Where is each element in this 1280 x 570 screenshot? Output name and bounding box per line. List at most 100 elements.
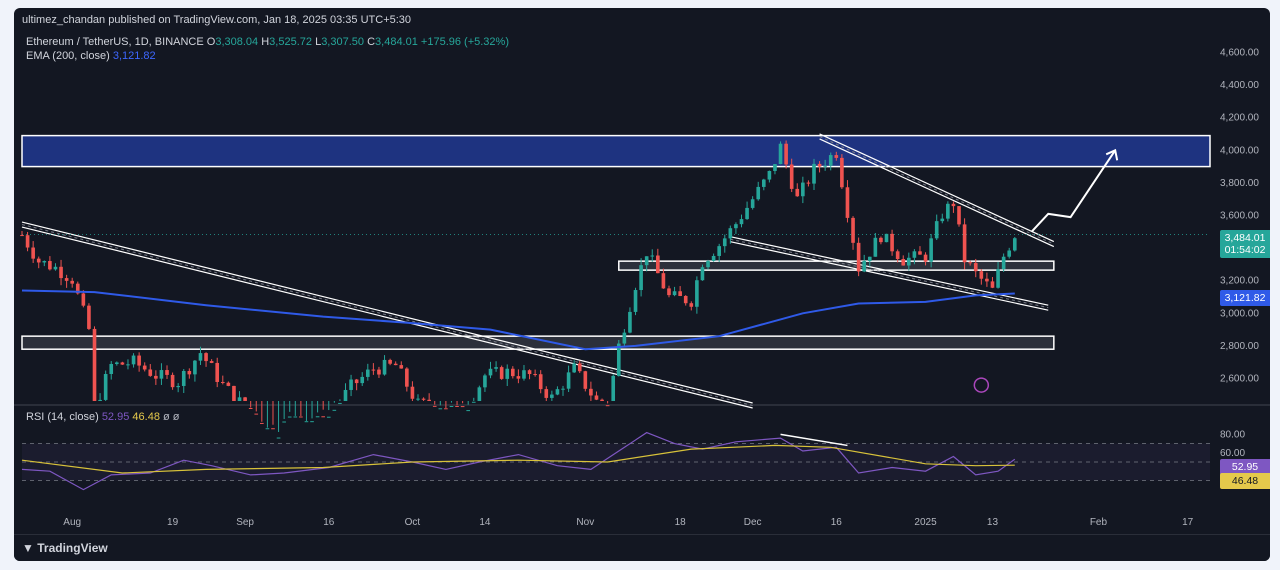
- candle-body: [683, 295, 688, 304]
- candle-body: [784, 143, 788, 165]
- last-price-value: 3,484.01: [1224, 232, 1266, 244]
- ema-legend[interactable]: EMA (200, close) 3,121.82: [26, 50, 156, 62]
- support-zone: [21, 335, 1055, 350]
- candle-body: [92, 328, 97, 401]
- candle-body: [628, 311, 632, 333]
- open-value: 3,308.04: [215, 36, 259, 48]
- candle-body: [237, 397, 242, 401]
- time-tick-label: 18: [675, 517, 687, 528]
- candle-body: [187, 370, 192, 375]
- rsi-value: 52.95: [101, 411, 130, 423]
- candle-body: [360, 376, 365, 384]
- candle-body: [834, 155, 839, 158]
- candle-body: [929, 238, 933, 262]
- candle-body: [137, 355, 141, 366]
- candle-body: [806, 182, 811, 184]
- chart-canvas[interactable]: 2,600.002,800.003,000.003,200.003,400.00…: [14, 8, 1270, 561]
- open-label: O: [206, 36, 216, 48]
- candle-body: [75, 283, 80, 294]
- trendline-upper-mid: [819, 136, 1055, 245]
- candle-body: [282, 421, 286, 423]
- candle-body: [371, 369, 376, 371]
- event-lightning-icon: [973, 377, 990, 393]
- rsi-legend[interactable]: RSI (14, close) 52.95 46.48 ø ø: [26, 411, 180, 423]
- candle-body: [801, 182, 805, 197]
- trendline-long-mid: [21, 224, 753, 406]
- candle-body: [36, 258, 41, 263]
- candle-body: [477, 387, 482, 401]
- candle-body: [940, 218, 945, 222]
- time-tick-label: Aug: [63, 517, 81, 528]
- candle-body: [633, 290, 638, 312]
- candle-body: [466, 410, 471, 412]
- candle-body: [293, 416, 298, 418]
- time-tick-label: 16: [831, 517, 843, 528]
- candle-body: [516, 376, 521, 379]
- close-value: 3,484.01: [375, 36, 418, 48]
- candle-body: [427, 399, 431, 401]
- ema-value: 3,121.82: [112, 50, 156, 62]
- ema-price-badge: 3,121.82: [1220, 290, 1270, 306]
- candle-body: [1012, 238, 1017, 251]
- chart-frame: 2,600.002,800.003,000.003,200.003,400.00…: [14, 8, 1270, 561]
- symbol-name[interactable]: Ethereum / TetherUS, 1D, BINANCE: [26, 36, 204, 48]
- candle-body: [349, 379, 353, 390]
- candle-body: [326, 416, 331, 418]
- candle-body: [31, 247, 35, 259]
- candle-body: [851, 217, 855, 243]
- candle-body: [756, 186, 761, 200]
- candle-body: [538, 374, 543, 390]
- candle-body: [432, 405, 437, 407]
- candle-body: [951, 203, 956, 207]
- price-tick-label: 4,200.00: [1220, 113, 1259, 124]
- ema-line: [21, 289, 1015, 351]
- candle-body: [25, 235, 30, 248]
- candle-body: [254, 413, 259, 415]
- rsi-extra: ø ø: [163, 411, 180, 423]
- time-tick-label: 16: [323, 517, 335, 528]
- candle-body: [550, 394, 554, 398]
- change-value: +175.96 (+5.32%): [420, 36, 509, 48]
- candle-body: [745, 207, 749, 220]
- candle-body: [667, 288, 671, 296]
- candle-body: [260, 422, 264, 424]
- countdown-value: 01:54:02: [1224, 244, 1266, 256]
- candle-body: [382, 359, 387, 375]
- candle-body: [142, 365, 147, 370]
- trendline-long-lower: [21, 226, 753, 409]
- trendline-lower-mid: [730, 238, 1049, 309]
- candle-body: [706, 260, 710, 268]
- time-tick-label: Dec: [744, 517, 762, 528]
- candle-body: [622, 332, 627, 344]
- candle-body: [583, 371, 588, 389]
- candle-body: [393, 363, 398, 366]
- candle-body: [410, 386, 415, 399]
- candle-body: [817, 163, 822, 167]
- candle-body: [840, 157, 844, 188]
- candle-body: [388, 359, 392, 364]
- candle-body: [884, 233, 889, 243]
- candle-body: [1001, 256, 1006, 270]
- time-tick-label: Oct: [405, 517, 421, 528]
- time-tick-label: Feb: [1090, 517, 1108, 528]
- candle-body: [923, 254, 928, 262]
- candle-body: [996, 269, 1000, 288]
- low-value: 3,307.50: [321, 36, 365, 48]
- candle-body: [159, 370, 164, 379]
- rsi-line: [21, 431, 1016, 491]
- candle-body: [181, 370, 186, 386]
- candle-body: [511, 368, 515, 377]
- candle-body: [946, 203, 950, 219]
- candle-body: [271, 428, 275, 430]
- resistance-zone: [21, 134, 1211, 168]
- rsi-badge: 52.95: [1220, 459, 1270, 475]
- candle-body: [873, 237, 878, 257]
- time-tick-label: 2025: [914, 517, 937, 528]
- arrow-head: [1105, 148, 1119, 161]
- candle-body: [494, 367, 498, 369]
- footer-bar: ▼ TradingView: [14, 534, 1270, 561]
- tradingview-logo[interactable]: ▼ TradingView: [22, 541, 108, 555]
- candle-body: [176, 385, 180, 388]
- candle-body: [767, 170, 772, 180]
- candle-body: [87, 305, 91, 329]
